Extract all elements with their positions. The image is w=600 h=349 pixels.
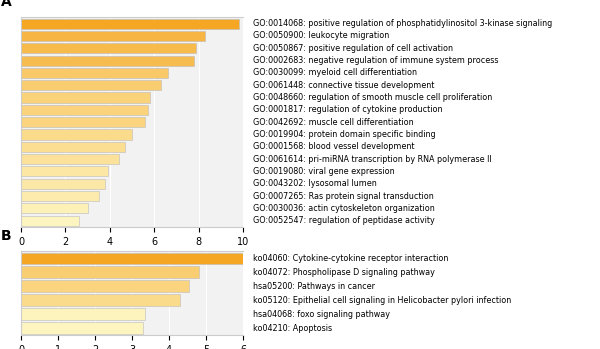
- Text: GO:0002683: negative regulation of immune system process: GO:0002683: negative regulation of immun…: [253, 56, 498, 65]
- Bar: [21, 309, 145, 320]
- X-axis label: -log10(P): -log10(P): [109, 252, 155, 262]
- Bar: [21, 117, 145, 127]
- Text: GO:0043202: lysosomal lumen: GO:0043202: lysosomal lumen: [253, 179, 376, 188]
- Text: ko05120: Epithelial cell signaling in Helicobacter pylori infection: ko05120: Epithelial cell signaling in He…: [253, 296, 511, 305]
- Bar: [21, 18, 239, 29]
- Bar: [21, 31, 205, 41]
- Bar: [21, 166, 107, 177]
- Text: GO:0042692: muscle cell differentiation: GO:0042692: muscle cell differentiation: [253, 118, 413, 127]
- Bar: [21, 253, 254, 264]
- Bar: [21, 105, 148, 115]
- Text: ko04060: Cytokine-cytokine receptor interaction: ko04060: Cytokine-cytokine receptor inte…: [253, 254, 448, 263]
- Text: GO:0001568: blood vessel development: GO:0001568: blood vessel development: [253, 142, 414, 151]
- Text: GO:0048660: regulation of smooth muscle cell proliferation: GO:0048660: regulation of smooth muscle …: [253, 93, 492, 102]
- Bar: [21, 281, 190, 292]
- Bar: [21, 55, 194, 66]
- Text: GO:0019080: viral gene expression: GO:0019080: viral gene expression: [253, 167, 394, 176]
- Text: GO:0052547: regulation of peptidase activity: GO:0052547: regulation of peptidase acti…: [253, 216, 434, 225]
- Bar: [21, 129, 132, 140]
- Bar: [21, 92, 150, 103]
- Text: ko04210: Apoptosis: ko04210: Apoptosis: [253, 324, 332, 333]
- Text: hsa05200: Pathways in cancer: hsa05200: Pathways in cancer: [253, 282, 374, 291]
- Bar: [21, 80, 161, 90]
- Bar: [21, 179, 106, 189]
- Bar: [21, 267, 199, 278]
- Text: hsa04068: foxo signaling pathway: hsa04068: foxo signaling pathway: [253, 310, 389, 319]
- Text: GO:0061448: connective tissue development: GO:0061448: connective tissue developmen…: [253, 81, 434, 90]
- Text: GO:0001817: regulation of cytokine production: GO:0001817: regulation of cytokine produ…: [253, 105, 442, 114]
- Text: GO:0014068: positive regulation of phosphatidylinositol 3-kinase signaling: GO:0014068: positive regulation of phosp…: [253, 19, 552, 28]
- Bar: [21, 191, 99, 201]
- Bar: [21, 203, 88, 214]
- Text: GO:0030099: myeloid cell differentiation: GO:0030099: myeloid cell differentiation: [253, 68, 416, 77]
- Text: GO:0050867: positive regulation of cell activation: GO:0050867: positive regulation of cell …: [253, 44, 452, 53]
- Bar: [21, 216, 79, 226]
- Text: ko04072: Phospholipase D signaling pathway: ko04072: Phospholipase D signaling pathw…: [253, 268, 434, 277]
- Bar: [21, 142, 125, 152]
- Text: GO:0061614: pri-miRNA transcription by RNA polymerase II: GO:0061614: pri-miRNA transcription by R…: [253, 155, 491, 164]
- Text: A: A: [1, 0, 12, 9]
- Text: B: B: [1, 229, 11, 243]
- Text: GO:0050900: leukocyte migration: GO:0050900: leukocyte migration: [253, 31, 389, 40]
- Text: GO:0030036: actin cytoskeleton organization: GO:0030036: actin cytoskeleton organizat…: [253, 204, 434, 213]
- Bar: [21, 68, 167, 78]
- Text: GO:0007265: Ras protein signal transduction: GO:0007265: Ras protein signal transduct…: [253, 192, 433, 201]
- Bar: [21, 154, 119, 164]
- Bar: [21, 322, 143, 334]
- Text: GO:0019904: protein domain specific binding: GO:0019904: protein domain specific bind…: [253, 130, 435, 139]
- Bar: [21, 43, 196, 53]
- Bar: [21, 295, 180, 306]
